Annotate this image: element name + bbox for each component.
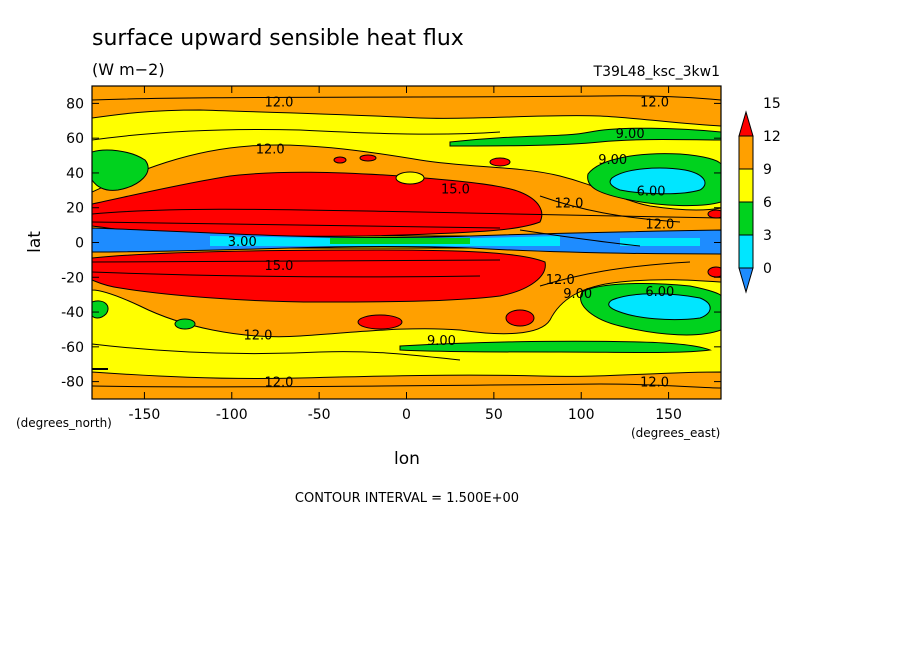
south-green-strip xyxy=(399,340,712,353)
red-blob xyxy=(333,156,347,164)
x-tick-label: -100 xyxy=(216,407,248,423)
x-tick-label: 50 xyxy=(485,407,503,423)
south-green-patch-west xyxy=(92,300,109,319)
colorbar-segment xyxy=(738,168,754,203)
y-tick-label: -60 xyxy=(61,340,84,356)
x-unit-label: (degrees_east) xyxy=(631,426,720,440)
colorbar-label: 3 xyxy=(763,228,772,244)
contour-label: 9.00 xyxy=(598,153,627,168)
contour-label: 9.00 xyxy=(427,334,456,349)
contour-label: 12.0 xyxy=(264,376,293,391)
chart-title: surface upward sensible heat flux xyxy=(92,26,464,51)
y-tick-label: -40 xyxy=(61,305,84,321)
x-tick-label: 100 xyxy=(568,407,595,423)
contour-label: 15.0 xyxy=(264,259,293,274)
yellow-pocket xyxy=(395,171,425,185)
contour-interval-text: CONTOUR INTERVAL = 1.500E+00 xyxy=(295,491,519,506)
colorbar: 0 3 6 9 12 15 xyxy=(738,96,781,294)
x-tick-label: -150 xyxy=(129,407,161,423)
x-axis-title: lon xyxy=(394,449,420,469)
y-axis-title: lat xyxy=(25,231,45,253)
red-blob xyxy=(359,154,377,162)
contour-label: 3.00 xyxy=(228,235,257,250)
contour-label: 12.0 xyxy=(640,376,669,391)
colorbar-label: 0 xyxy=(763,261,772,277)
y-tick-label: 0 xyxy=(75,236,84,252)
contour-label: 12.0 xyxy=(256,143,285,158)
red-blob xyxy=(357,314,403,330)
colorbar-label: 9 xyxy=(763,162,772,178)
x-axis: -150 -100 -50 0 50 100 150 xyxy=(129,86,682,423)
north-cyan-patch xyxy=(609,167,706,195)
y-unit-label: (degrees_north) xyxy=(16,416,112,430)
colorbar-segment xyxy=(738,201,754,236)
equatorial-cyan-strip xyxy=(620,238,700,246)
x-tick-label: 0 xyxy=(402,407,411,423)
y-tick-label: -20 xyxy=(61,270,84,286)
y-tick-label: 60 xyxy=(66,131,84,147)
y-tick-label: -80 xyxy=(61,375,84,391)
contour-label: 12.0 xyxy=(546,273,575,288)
contour-label: 6.00 xyxy=(637,184,666,199)
y-tick-label: 40 xyxy=(66,166,84,182)
contour-label: 12.0 xyxy=(244,329,273,344)
contour-label: 12.0 xyxy=(645,217,674,232)
south-green-blob xyxy=(174,318,196,330)
y-tick-label: 20 xyxy=(66,201,84,217)
contour-label: 12.0 xyxy=(264,96,293,111)
equatorial-green-strip xyxy=(330,238,470,244)
colorbar-label: 6 xyxy=(763,195,772,211)
colorbar-label: 15 xyxy=(763,96,781,112)
red-blob xyxy=(505,309,535,327)
north-green-patch-west xyxy=(92,149,149,191)
south-cyan-patch xyxy=(608,293,711,321)
south-red-core xyxy=(92,249,546,303)
contour-label: 9.00 xyxy=(616,127,645,142)
chart-units: (W m−2) xyxy=(92,60,165,79)
colorbar-cap-top xyxy=(738,110,754,137)
contour-lines xyxy=(92,95,721,389)
contour-label: 9.00 xyxy=(563,287,592,302)
x-tick-label: 150 xyxy=(655,407,682,423)
x-tick-label: -50 xyxy=(308,407,331,423)
plot-area: 12.0 12.012.09.009.0015.012.06.0012.03.00… xyxy=(92,86,721,399)
contour-labels: 12.0 12.012.09.009.0015.012.06.0012.03.00… xyxy=(228,96,675,391)
y-tick-label: 80 xyxy=(66,96,84,112)
contour-label: 6.00 xyxy=(645,285,674,300)
colorbar-segment xyxy=(738,234,754,269)
contour-label: 12.0 xyxy=(640,96,669,111)
contour-label: 15.0 xyxy=(441,183,470,198)
colorbar-cap-bottom xyxy=(738,267,754,294)
run-label: T39L48_ksc_3kw1 xyxy=(593,64,720,80)
y-axis: 80 60 40 20 0 -20 -40 -60 -80 xyxy=(61,96,721,391)
colorbar-label: 12 xyxy=(763,129,781,145)
contour-label: 12.0 xyxy=(555,197,584,212)
colorbar-segment xyxy=(738,135,754,170)
red-blob xyxy=(489,157,511,167)
